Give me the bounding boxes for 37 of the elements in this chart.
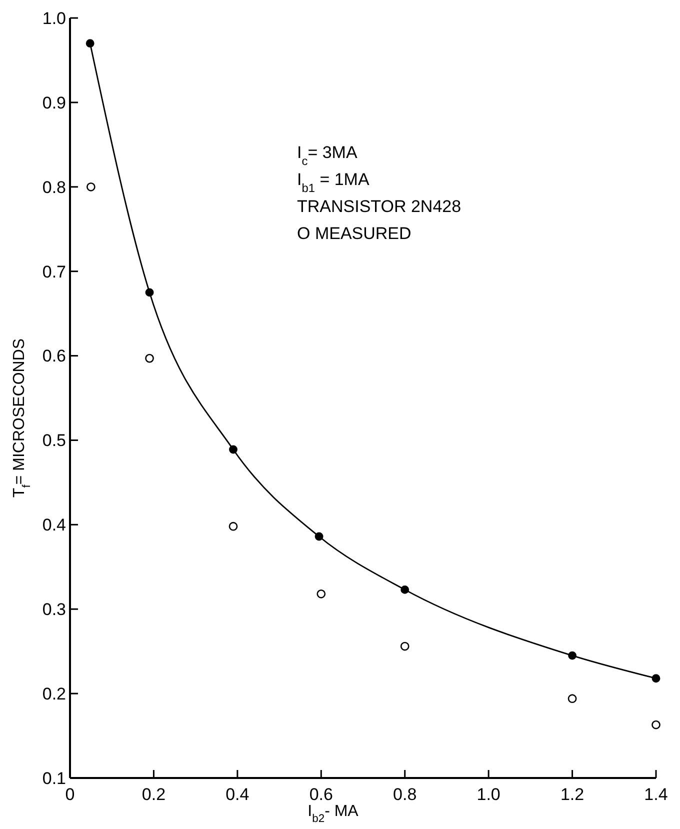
x-tick-label: 0.2	[142, 785, 166, 804]
point	[652, 720, 660, 730]
point	[568, 694, 577, 704]
y-tick-label: 0.3	[42, 600, 66, 620]
y-tick-label: 0.7	[42, 262, 66, 282]
x-tick-label: 1.0	[476, 785, 500, 804]
y-tick-label: 0.9	[42, 93, 66, 112]
annotation: O MEASURED	[297, 224, 412, 243]
point	[568, 651, 577, 660]
y-tick-label: 0.6	[42, 346, 66, 366]
point	[400, 642, 410, 651]
point	[145, 354, 154, 363]
x-tick-label: 0.8	[393, 785, 417, 804]
x-tick-label: 1.2	[560, 785, 584, 804]
point	[652, 674, 660, 683]
annotation: I$_{b1}$ = 1MA	[297, 170, 370, 195]
point	[314, 532, 324, 541]
annotation: TRANSISTOR 2N428	[297, 197, 462, 216]
point	[86, 39, 94, 48]
point	[86, 182, 96, 192]
x-tick-label: 0	[65, 785, 75, 804]
y-tick-label: 0.2	[42, 684, 66, 704]
point	[400, 585, 410, 594]
annotation: I$_{c}$= 3MA	[297, 143, 358, 168]
x-axis-title: I$_{b2}$- MA	[308, 803, 359, 825]
y-tick-label: 0.1	[42, 768, 66, 788]
point	[228, 522, 238, 531]
y-tick-label: 0.4	[42, 516, 66, 535]
y-tick-label: 1.0	[42, 8, 66, 28]
point	[229, 445, 238, 454]
point	[316, 589, 326, 598]
x-tick-label: 0.4	[226, 785, 250, 804]
point	[145, 288, 154, 297]
y-tick-label: 0.8	[42, 178, 66, 197]
x-tick-label: 0.6	[309, 785, 333, 804]
x-tick-label: 1.4	[644, 785, 668, 804]
y-tick-label: 0.5	[42, 431, 66, 450]
